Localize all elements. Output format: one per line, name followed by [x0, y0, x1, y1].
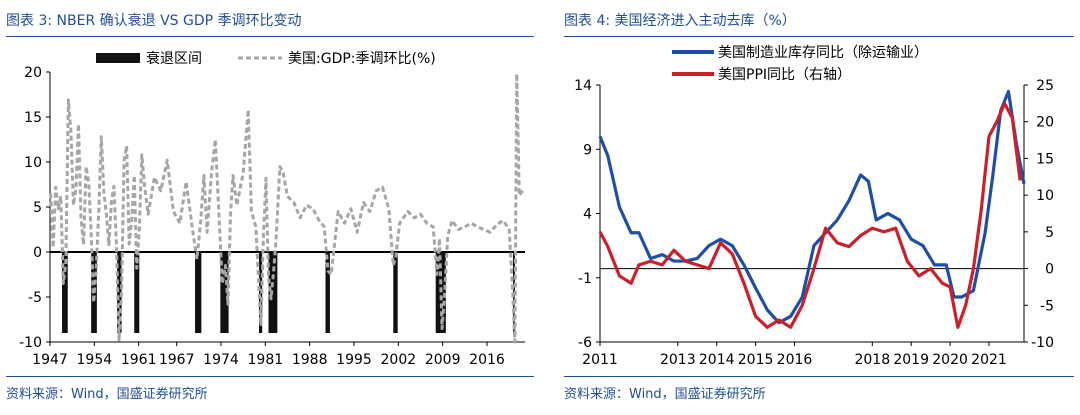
x-tick-label: 2016 — [469, 352, 505, 368]
recession-bar — [62, 252, 68, 333]
x-tick-label: 1974 — [203, 352, 239, 368]
recession-bar — [134, 252, 140, 333]
source-rule — [564, 376, 1074, 377]
gdp-series-line — [49, 72, 526, 344]
y-right-tick-label: 0 — [1045, 262, 1054, 278]
y-left-tick-label: 9 — [583, 142, 592, 158]
x-tick-label: 2013 — [660, 352, 696, 368]
x-tick-label: 2020 — [932, 352, 968, 368]
recession-bar — [220, 252, 229, 333]
y-left-tick-label: -6 — [578, 335, 592, 351]
x-tick-label: 2018 — [854, 352, 890, 368]
legend-label-ppi: 美国PPI同比（右轴） — [718, 67, 851, 83]
y-right-tick-label: -5 — [1040, 298, 1054, 314]
title-rule — [6, 36, 534, 37]
x-tick-label: 2016 — [777, 352, 813, 368]
y-right-tick-label: 10 — [1036, 188, 1054, 204]
chart-source: 资料来源：Wind，国盛证券研究所 — [564, 387, 766, 402]
recession-bar — [195, 252, 202, 333]
x-tick-label: 2019 — [893, 352, 929, 368]
source-rule — [6, 376, 534, 377]
y-tick-label: 15 — [24, 110, 42, 126]
chart-panel-inventory: 图表 4: 美国经济进入主动去库（%） 14 9 4 -1 -6 25 20 15 10 5 0 -5… — [558, 0, 1080, 415]
x-tick-label: 2011 — [582, 352, 618, 368]
inventory-series-line — [598, 89, 1026, 325]
y-tick-label: -5 — [28, 290, 42, 306]
x-tick-label: 1961 — [121, 352, 157, 368]
ppi-series-line — [598, 101, 1022, 329]
y-left-tick-label: -1 — [578, 271, 592, 287]
y-right-tick-label: 20 — [1036, 115, 1054, 131]
x-tick-label: 2002 — [381, 352, 417, 368]
x-tick-label: 2015 — [738, 352, 774, 368]
title-rule — [564, 36, 1074, 37]
y-right-tick-label: -10 — [1031, 335, 1054, 351]
recession-bar — [117, 252, 122, 333]
x-tick-label: 1988 — [292, 352, 328, 368]
recession-bar — [393, 252, 398, 333]
chart-source: 资料来源：Wind，国盛证券研究所 — [6, 387, 208, 402]
x-tick-label: 2021 — [971, 352, 1007, 368]
y-right-tick-label: 15 — [1036, 151, 1054, 167]
recession-bar — [325, 252, 330, 333]
x-tick-label: 1947 — [32, 352, 68, 368]
y-right-tick-label: 25 — [1036, 78, 1054, 94]
x-tick-label: 1995 — [336, 352, 372, 368]
y-tick-label: 0 — [33, 245, 42, 261]
chart-title: 图表 3: NBER 确认衰退 VS GDP 季调环比变动 — [6, 13, 302, 29]
y-left-tick-label: 14 — [574, 78, 592, 94]
legend-label-gdp: 美国:GDP:季调环比(%) — [288, 51, 436, 67]
y-tick-label: 5 — [33, 200, 42, 216]
legend-swatch-recession — [96, 53, 140, 63]
x-tick-label: 1981 — [248, 352, 284, 368]
y-tick-label: 20 — [24, 65, 42, 81]
recession-bar — [435, 252, 446, 333]
y-tick-label: 10 — [24, 155, 42, 171]
x-tick-label: 1967 — [159, 352, 195, 368]
legend-label-inventory: 美国制造业库存同比（除运输业） — [718, 45, 928, 61]
legend-label-recession: 衰退区间 — [146, 50, 202, 67]
x-tick-label: 2014 — [699, 352, 735, 368]
y-left-tick-label: 4 — [583, 207, 592, 223]
chart-panel-gdp: 图表 3: NBER 确认衰退 VS GDP 季调环比变动 20 15 10 5 0 -5… — [6, 13, 534, 402]
y-tick-label: -10 — [19, 335, 42, 351]
y-right-tick-label: 5 — [1045, 225, 1054, 241]
chart-title: 图表 4: 美国经济进入主动去库（%） — [564, 13, 796, 29]
x-tick-label: 2009 — [425, 352, 461, 368]
x-tick-label: 1954 — [77, 352, 113, 368]
